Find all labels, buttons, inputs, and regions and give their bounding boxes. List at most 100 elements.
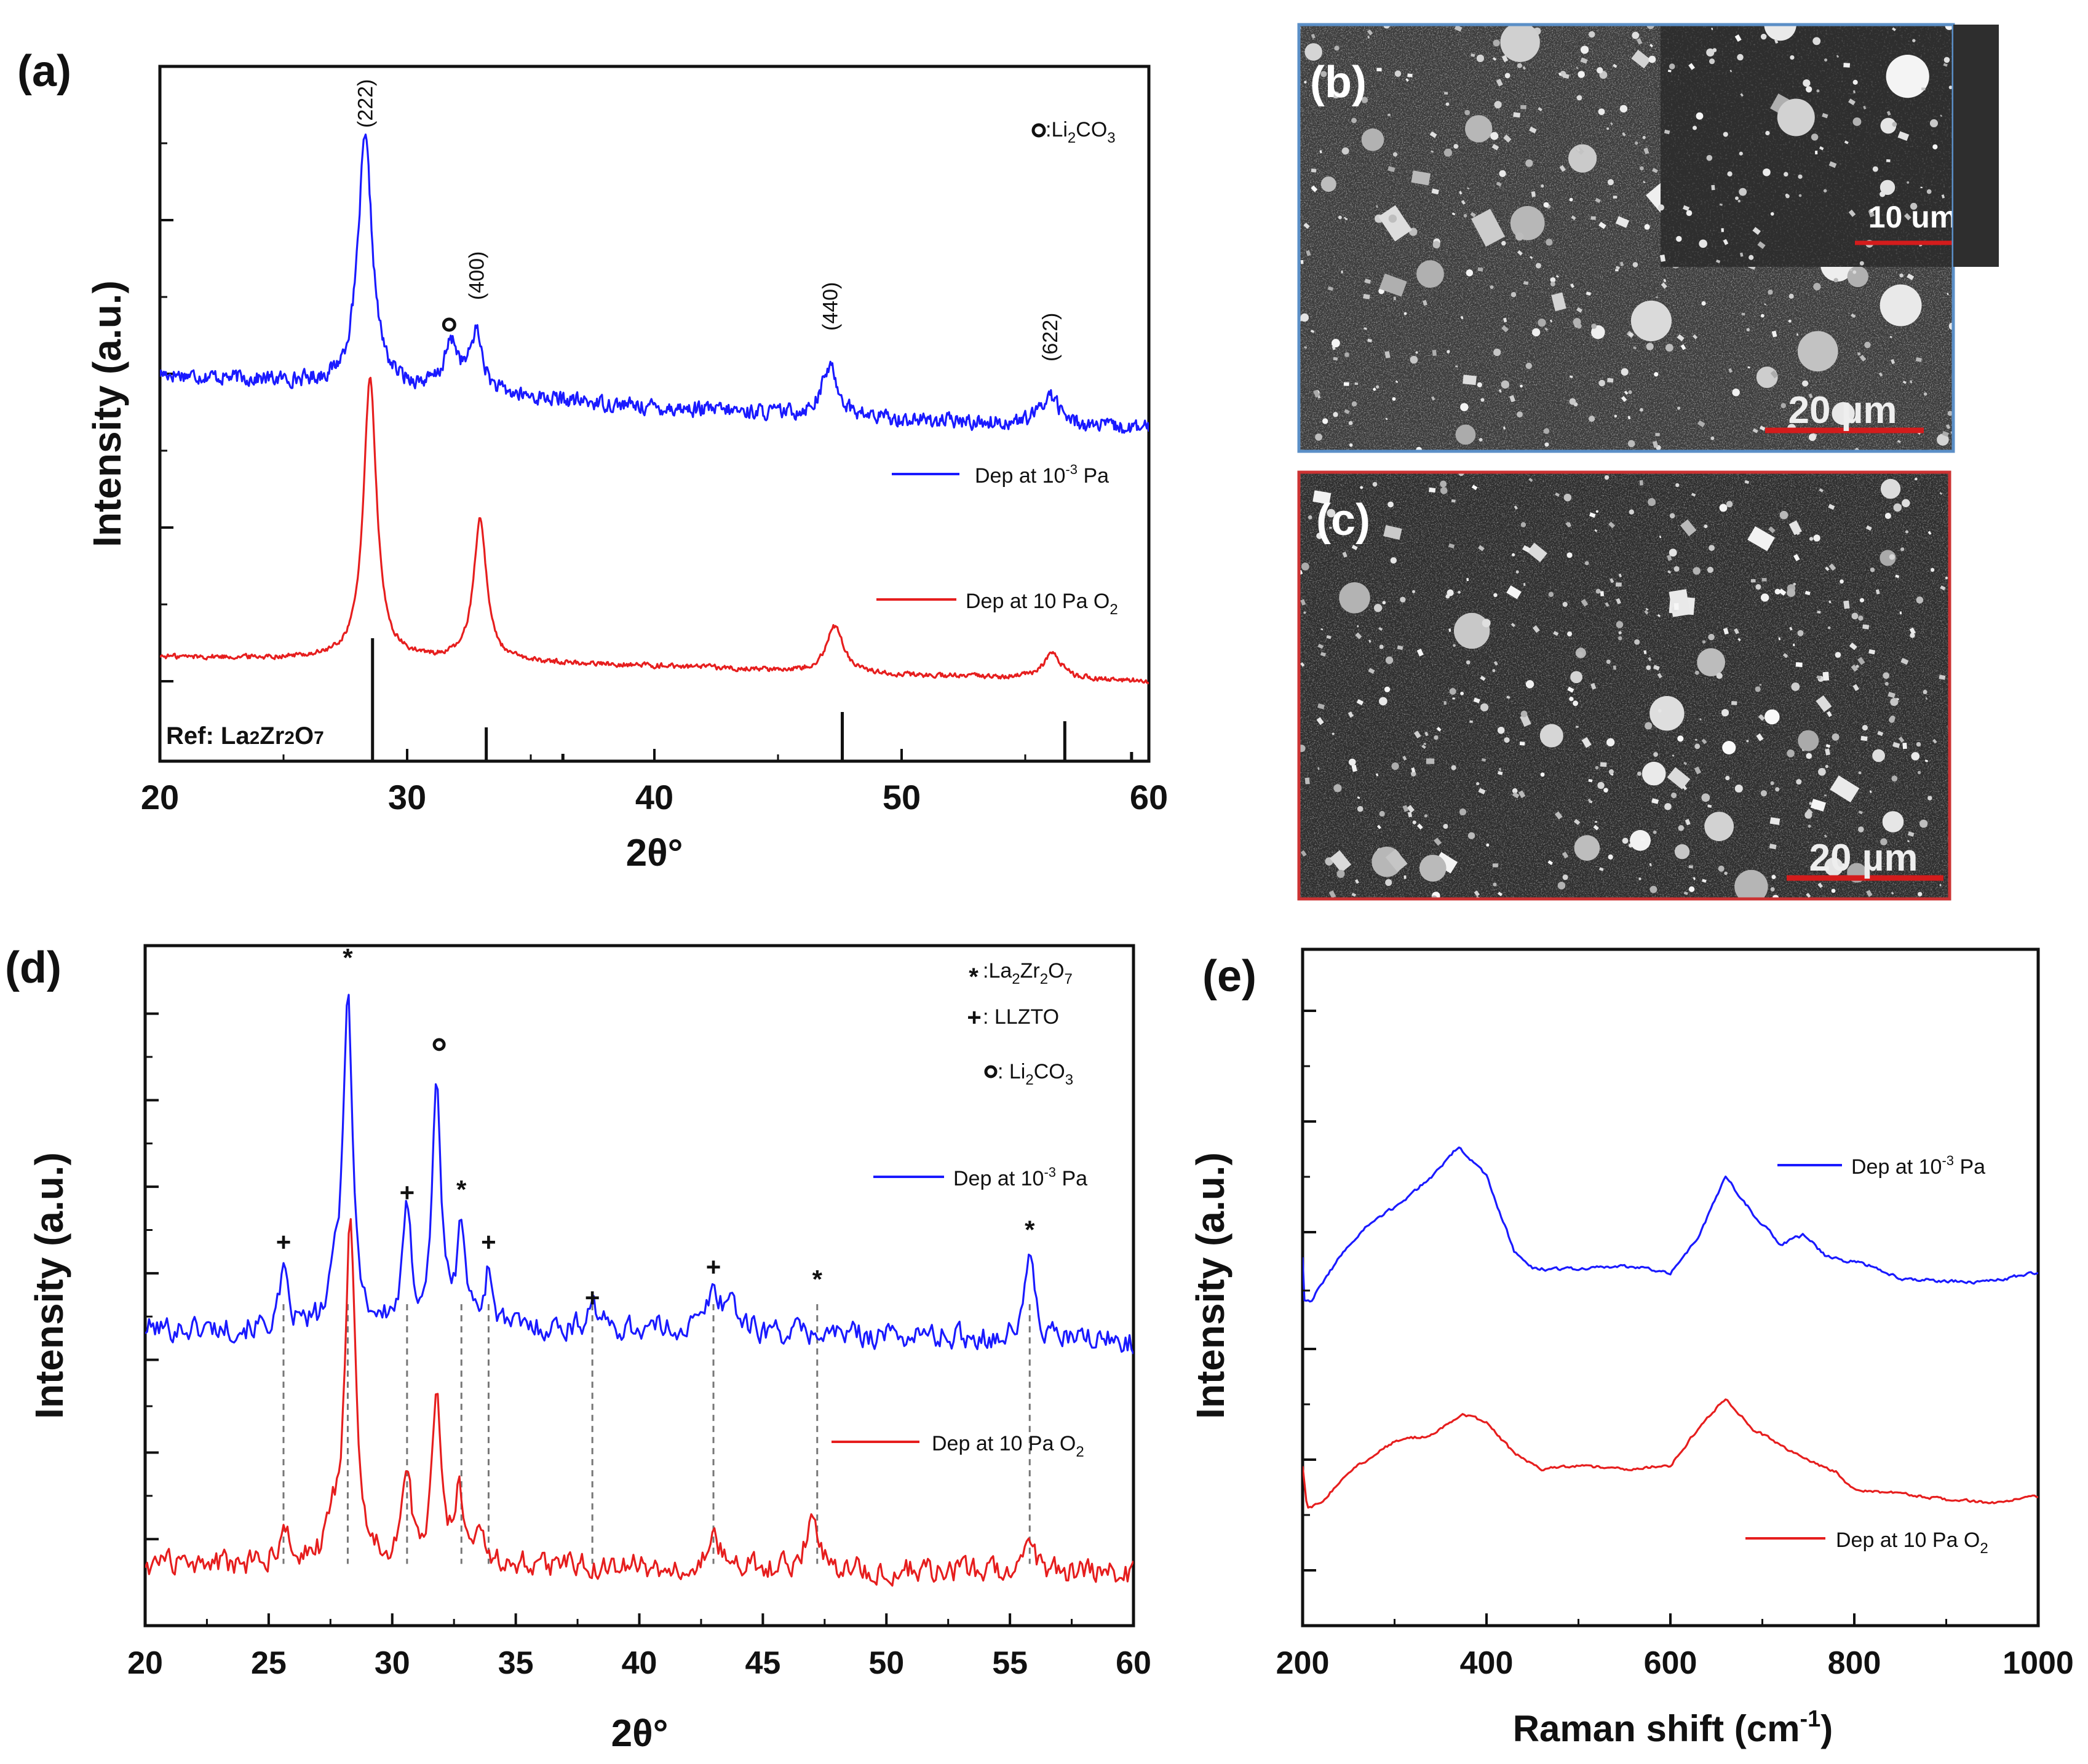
sem-particle: [1813, 534, 1820, 542]
sem-particle: [1760, 33, 1767, 40]
sem-particle: [1830, 775, 1860, 803]
sem-particle: [1432, 350, 1437, 356]
sem-particle: [1780, 403, 1786, 408]
sem-particle: [1848, 98, 1856, 106]
sem-particle: [1606, 659, 1611, 664]
sem-particle: [1657, 673, 1662, 679]
panel-d-label: (d): [5, 943, 62, 992]
sem-particle: [1752, 227, 1761, 235]
sem-particle: [1872, 166, 1878, 172]
sem-particle: [1630, 300, 1672, 341]
sem-particle: [1925, 697, 1928, 700]
sem-particle: [1538, 318, 1546, 327]
panel-e-series: [1303, 1146, 2038, 1509]
panel-e-legend: Dep at 10-3 Pa Dep at 10 Pa O2: [1745, 1153, 1988, 1557]
x-tick-label: 30: [388, 778, 426, 817]
sem-particle: [1900, 547, 1905, 552]
sem-particle: [1566, 552, 1573, 558]
sem-particle: [1595, 510, 1599, 513]
sem-particle: [1517, 250, 1523, 256]
panel-d-legend: Dep at 10-3 Pa Dep at 10 Pa O2: [832, 1165, 1087, 1460]
sem-particle: [1327, 508, 1336, 518]
sem-particle: [1910, 380, 1913, 384]
panel-d-xrd-chart: (d) 20 25 30 35 40 45 50 55 60 + * + * + + + * * 2θ° Int…: [5, 943, 1151, 1755]
sem-particle: [1459, 191, 1463, 195]
sem-particle: [1889, 336, 1892, 338]
sem-particle: [1917, 770, 1921, 775]
panel-b-inset-frame-white: [1953, 25, 1999, 267]
panel-a-plot-frame: [158, 65, 1151, 763]
sem-particle: [1445, 102, 1450, 106]
sem-particle: [1907, 840, 1910, 842]
sem-particle: [1559, 165, 1566, 172]
sem-particle: [1357, 625, 1359, 628]
sem-particle: [1859, 261, 1864, 266]
sem-particle: [1787, 750, 1795, 757]
sem-particle: [1503, 317, 1507, 323]
sem-particle: [1898, 736, 1905, 743]
panel-d-llzto-marker: +: [276, 1228, 292, 1257]
sem-particle: [1317, 767, 1320, 770]
panel-d-llzto-marker: +: [400, 1178, 415, 1207]
sem-particle: [1651, 798, 1659, 804]
sem-particle: [1581, 737, 1592, 748]
sem-particle: [1868, 210, 1875, 218]
sem-particle: [1747, 366, 1750, 369]
sem-particle: [1763, 168, 1771, 176]
panel-d-li2co3-marker: [432, 1038, 446, 1051]
sem-particle: [1729, 69, 1733, 73]
sem-particle: [1680, 344, 1686, 350]
sem-particle: [1755, 584, 1761, 590]
sem-particle: [1719, 203, 1723, 206]
sem-particle: [1818, 768, 1826, 776]
sem-particle: [1824, 857, 1843, 876]
x-tick-label: 55: [992, 1645, 1028, 1681]
sem-particle: [1423, 743, 1426, 745]
sem-particle: [1563, 493, 1572, 502]
sem-particle: [1826, 711, 1832, 718]
sem-particle: [1899, 611, 1902, 615]
sem-particle: [1598, 379, 1605, 387]
sem-particle: [1910, 202, 1918, 210]
sem-particle: [1622, 837, 1629, 844]
sem-particle: [1828, 600, 1832, 604]
sem-particle: [1858, 826, 1864, 833]
sem-particle: [1677, 735, 1684, 742]
sem-particle: [1768, 526, 1776, 534]
sem-particle: [1777, 98, 1815, 136]
sem-particle: [1809, 802, 1812, 805]
sem-particle: [1732, 388, 1740, 397]
sem-particle: [1664, 803, 1672, 810]
sem-particle: [1796, 779, 1802, 785]
sem-particle: [1440, 487, 1448, 494]
sem-particle: [1790, 55, 1795, 60]
sem-particle: [1443, 148, 1453, 157]
sem-particle: [1598, 867, 1604, 871]
sem-particle: [1892, 742, 1900, 748]
sem-particle: [1891, 892, 1894, 895]
panel-e-y-axis-label: Intensity (a.u.): [1188, 1152, 1233, 1419]
sem-particle: [1606, 127, 1610, 130]
sem-particle: [1402, 756, 1407, 761]
sem-particle: [1453, 612, 1490, 649]
sem-particle: [1619, 105, 1628, 113]
sem-particle: [1884, 513, 1891, 520]
sem-particle: [1501, 55, 1509, 63]
sem-particle: [1447, 350, 1450, 354]
sem-particle: [1501, 240, 1506, 246]
sem-particle: [1459, 808, 1467, 816]
sem-particle: [1447, 589, 1454, 596]
sem-particle: [1383, 524, 1402, 540]
sem-particle: [1498, 767, 1502, 771]
sem-particle: [1454, 25, 1463, 32]
sem-particle: [1403, 312, 1407, 315]
sem-particle: [1376, 825, 1381, 829]
sem-c-particles: [1299, 472, 1948, 899]
sem-particle: [1932, 738, 1937, 744]
sem-particle: [1657, 614, 1661, 617]
sem-particle: [1943, 57, 1950, 63]
sem-particle: [1616, 598, 1622, 604]
sem-particle: [1833, 278, 1838, 283]
sem-particle: [1909, 627, 1916, 635]
sem-particle: [1453, 144, 1459, 149]
